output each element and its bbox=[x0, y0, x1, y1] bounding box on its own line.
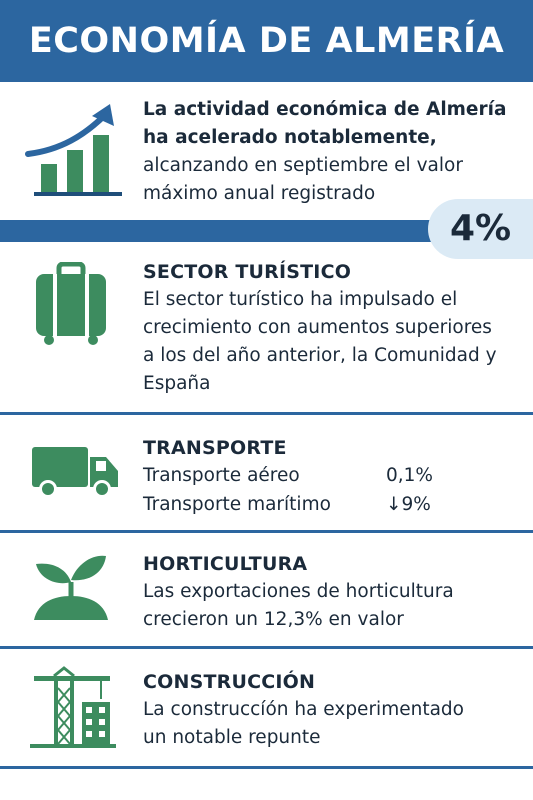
intro-text: La actividad económica de Almería ha ace… bbox=[143, 96, 523, 208]
value-badge-text: 4% bbox=[449, 208, 512, 249]
section-title-horticultura: HORTICULTURA bbox=[143, 553, 308, 575]
divider-2 bbox=[0, 530, 533, 533]
intro-bold: La actividad económica de Almería ha ace… bbox=[143, 99, 507, 148]
section-text-horticultura: Las exportaciones de horticultura crecie… bbox=[143, 581, 454, 630]
page-title: ECONOMÍA DE ALMERÍA bbox=[28, 21, 505, 61]
divider-1 bbox=[0, 412, 533, 415]
section-title-transporte: TRANSPORTE bbox=[143, 437, 287, 459]
section-text-turistico: El sector turístico ha impulsado el crec… bbox=[143, 289, 497, 394]
growth-chart-icon bbox=[22, 100, 128, 200]
section-title-turistico: SECTOR TURÍSTICO bbox=[143, 261, 352, 283]
transport-row-value: 0,1% bbox=[386, 465, 433, 486]
truck-icon bbox=[30, 443, 120, 499]
plant-icon bbox=[32, 552, 110, 622]
transport-row-label: Transporte aéreo bbox=[143, 465, 300, 486]
highlight-band bbox=[0, 220, 440, 242]
transport-row-value: ↓9% bbox=[386, 494, 431, 515]
transport-row-label: Transporte marítimo bbox=[143, 494, 331, 515]
divider-3 bbox=[0, 646, 533, 649]
value-badge bbox=[428, 199, 533, 259]
header-bar: ECONOMÍA DE ALMERÍA bbox=[0, 0, 533, 82]
divider-4 bbox=[0, 766, 533, 769]
construction-crane-icon bbox=[30, 666, 116, 748]
section-text-construccion: La construccíón ha experimentado un nota… bbox=[143, 699, 464, 748]
suitcase-icon bbox=[33, 261, 109, 346]
section-title-construccion: CONSTRUCCIÓN bbox=[143, 671, 316, 693]
intro-rest: alcanzando en septiembre el valor máximo… bbox=[143, 155, 463, 204]
